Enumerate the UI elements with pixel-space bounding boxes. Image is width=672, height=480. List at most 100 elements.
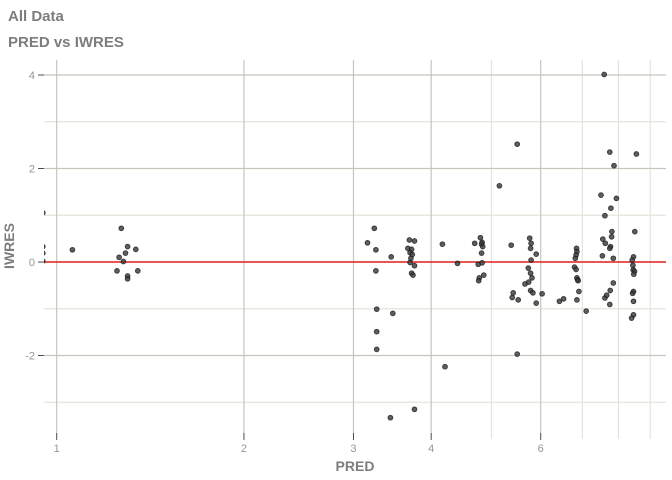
data-point: [526, 235, 533, 242]
data-point: [406, 237, 413, 243]
axis-tick-labels: 1 2 3 4 6 -2 0 2 4: [25, 70, 544, 455]
data-point: [69, 246, 76, 253]
data-point: [411, 262, 418, 269]
data-point: [407, 259, 413, 266]
data-point: [601, 71, 608, 78]
data-point: [572, 255, 579, 262]
data-point: [610, 255, 617, 262]
x-tick-label: 4: [428, 443, 434, 455]
y-tick-label: 0: [29, 257, 35, 269]
data-point: [530, 290, 536, 296]
data-point: [124, 275, 131, 282]
data-point: [44, 250, 46, 256]
data-point: [478, 250, 485, 256]
data-point: [629, 290, 636, 297]
data-point: [539, 290, 545, 297]
x-axis-title: PRED: [336, 458, 375, 474]
data-point: [560, 296, 567, 302]
data-point: [44, 258, 46, 264]
data-point: [556, 298, 563, 305]
data-point: [575, 277, 581, 284]
data-point: [411, 406, 418, 413]
data-point: [630, 271, 637, 278]
data-point: [480, 272, 487, 278]
data-point: [603, 292, 610, 299]
data-point: [496, 182, 503, 189]
page-title: All Data: [8, 8, 64, 25]
data-point: [533, 251, 540, 257]
data-point: [411, 238, 418, 244]
data-point: [373, 268, 379, 274]
gridlines-minor: [44, 60, 666, 439]
data-point: [583, 308, 590, 314]
data-point: [633, 151, 640, 157]
data-point: [602, 240, 609, 247]
data-point: [599, 253, 606, 259]
data-point: [599, 236, 606, 242]
data-point: [134, 268, 141, 274]
data-point: [44, 244, 46, 250]
data-point: [602, 212, 608, 219]
data-point: [118, 225, 125, 232]
data-point: [116, 254, 122, 261]
data-point: [124, 243, 131, 250]
x-tick-label: 1: [54, 443, 60, 455]
data-point: [373, 246, 379, 253]
data-point: [44, 210, 46, 216]
data-point: [442, 363, 448, 370]
data-point: [525, 265, 532, 271]
data-point: [114, 268, 120, 274]
data-point: [373, 346, 380, 353]
x-tick-label: 6: [538, 443, 544, 455]
data-point: [132, 246, 139, 253]
data-point: [629, 257, 636, 263]
data-point: [630, 262, 636, 269]
data-point: [515, 297, 522, 303]
data-point: [479, 243, 486, 250]
data-point: [471, 240, 478, 247]
data-point: [576, 288, 582, 295]
y-axis-title: IWRES: [1, 223, 17, 269]
data-point: [514, 351, 521, 357]
y-tick-label: 2: [29, 164, 35, 176]
data-point: [373, 328, 380, 335]
data-point: [510, 290, 517, 296]
data-point: [606, 245, 613, 252]
data-point: [475, 277, 482, 284]
data-point: [574, 297, 580, 303]
data-point: [389, 310, 396, 317]
data-point: [122, 250, 129, 256]
data-point: [611, 162, 617, 169]
x-tick-label: 2: [241, 443, 247, 455]
data-point: [528, 240, 534, 247]
data-point: [410, 272, 416, 278]
data-point: [508, 242, 515, 249]
data-point: [528, 257, 534, 263]
data-point: [509, 294, 516, 301]
data-point: [529, 275, 535, 281]
data-point: [608, 205, 614, 212]
data-point: [606, 149, 613, 155]
data-point: [628, 315, 635, 321]
gridlines-major: [44, 60, 666, 433]
data-point: [479, 260, 485, 266]
data-point: [439, 241, 446, 248]
data-point: [514, 141, 521, 148]
data-point: [527, 245, 534, 252]
data-point: [573, 266, 579, 273]
data-point: [454, 260, 461, 267]
data-point: [364, 239, 371, 246]
data-point: [371, 225, 378, 232]
data-point: [387, 414, 394, 421]
data-point: [631, 228, 638, 235]
data-point: [613, 195, 620, 202]
data-point: [598, 192, 604, 198]
data-point: [525, 279, 532, 285]
data-point: [610, 280, 617, 286]
plot-subtitle: PRED vs IWRES: [8, 34, 124, 51]
x-tick-label: 3: [350, 443, 356, 455]
data-point: [606, 301, 613, 308]
data-points: [44, 71, 640, 421]
